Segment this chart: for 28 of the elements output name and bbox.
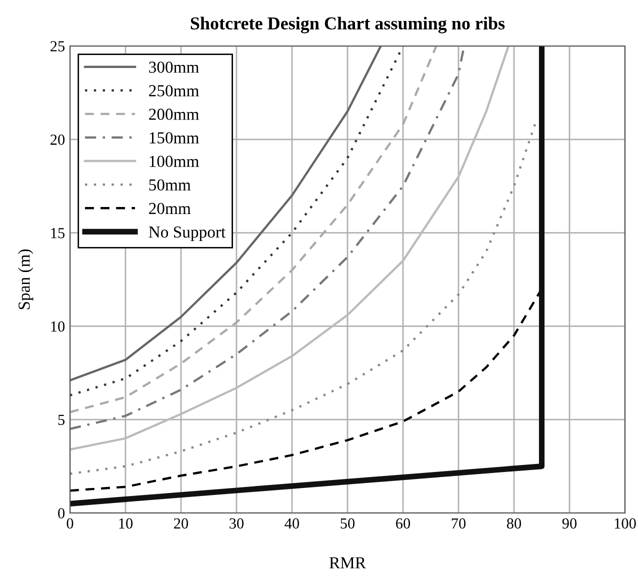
legend-label: 300mm — [149, 62, 199, 73]
legend-label: 20mm — [149, 202, 191, 214]
x-tick-label: 60 — [396, 518, 410, 529]
legend-label: 100mm — [150, 156, 199, 168]
x-axis-title: RMR — [329, 557, 366, 568]
y-axis-title: Span (m) — [18, 249, 34, 310]
legend-label: 50mm — [149, 179, 191, 191]
y-tick-label: 15 — [51, 228, 65, 238]
x-tick-label: 50 — [340, 518, 355, 529]
legend-label: 150mm — [150, 132, 199, 144]
x-tick-label: 30 — [230, 518, 244, 529]
x-tick-label: 0 — [66, 518, 74, 529]
x-tick-label: 40 — [284, 518, 300, 529]
x-tick-label: 100 — [614, 518, 636, 529]
x-tick-label: 20 — [174, 518, 188, 529]
y-tick-label: 10 — [51, 321, 65, 332]
legend-label: 200mm — [149, 108, 199, 120]
y-tick-label: 0 — [58, 508, 65, 518]
y-tick-label: 25 — [50, 41, 65, 52]
x-tick-label: 10 — [119, 518, 133, 529]
y-tick-label: 20 — [50, 134, 65, 145]
legend-label: 250mm — [149, 85, 199, 96]
chart-title: Shotcrete Design Chart assuming no ribs — [190, 16, 505, 34]
y-tick-label: 5 — [58, 414, 65, 426]
x-tick-label: 90 — [562, 518, 577, 529]
x-tick-label: 80 — [506, 518, 522, 529]
x-tick-label: 70 — [452, 518, 466, 529]
legend-label: No Support — [148, 226, 226, 242]
